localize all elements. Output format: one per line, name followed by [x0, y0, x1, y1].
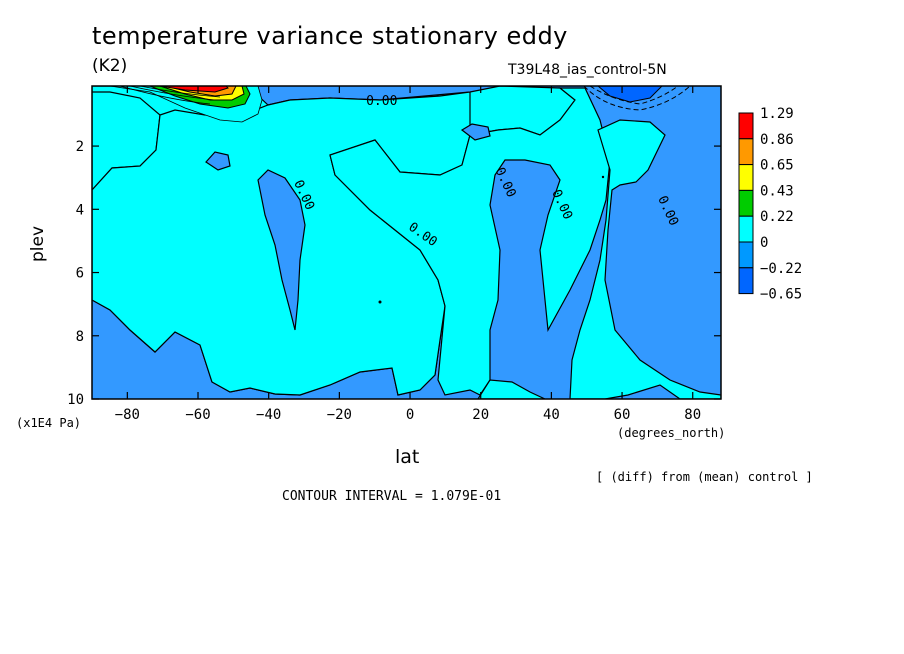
x-axis-label: lat — [395, 446, 420, 468]
x-tick-label: −20 — [327, 407, 352, 423]
y-axis-ticks: 2 4 6 8 10 — [67, 139, 721, 408]
legend-swatch — [738, 164, 754, 191]
y-tick-label: 4 — [76, 202, 84, 218]
x-tick-label: 40 — [543, 407, 560, 423]
diff-note: [ (diff) from (mean) control ] — [596, 470, 813, 484]
legend-label: 0.65 — [760, 158, 794, 174]
x-tick-label: −80 — [115, 407, 140, 423]
legend-swatch — [738, 267, 754, 295]
negative-anomaly-dashes — [583, 86, 691, 111]
y-tick-label: 10 — [67, 392, 84, 408]
y-axis-unit: (x1E4 Pa) — [16, 416, 82, 430]
contour-label: 0.00 — [366, 94, 397, 109]
contour-field — [92, 86, 721, 399]
plot-frame — [91, 85, 722, 400]
positive-region-right — [329, 87, 611, 396]
y-tick-label: 8 — [76, 329, 84, 345]
x-tick-label: 0 — [406, 407, 414, 423]
positive-blob-upper — [460, 123, 491, 141]
x-tick-label: 80 — [684, 407, 701, 423]
y-tick-label: 6 — [76, 266, 84, 282]
x-tick-label: 20 — [472, 407, 489, 423]
legend-swatch — [738, 241, 754, 269]
legend-label: 0.22 — [760, 209, 794, 225]
x-axis-unit: (degrees_north) — [617, 426, 726, 440]
legend-swatch — [738, 215, 754, 243]
legend-label: 1.29 — [760, 106, 794, 122]
y-tick-label: 2 — [76, 139, 84, 155]
legend-swatch — [738, 112, 754, 140]
positive-region-bottom-right — [477, 379, 546, 399]
contour-dot — [378, 300, 382, 304]
contour-dot — [601, 175, 605, 179]
legend-label: −0.65 — [760, 287, 802, 303]
negative-tongue-left — [257, 169, 306, 331]
negative-anomaly-strong — [597, 86, 663, 103]
legend-swatch — [738, 138, 754, 166]
legend-label: 0.86 — [760, 132, 794, 148]
x-axis-ticks: −80 −60 −40 −20 0 20 40 60 80 — [115, 86, 701, 423]
x-tick-label: −40 — [256, 407, 281, 423]
legend-label: −0.22 — [760, 261, 802, 277]
contour-interval: CONTOUR INTERVAL = 1.079E-01 — [282, 489, 502, 504]
run-label: T39L48_ias_control-5N — [508, 62, 667, 78]
x-tick-label: −60 — [185, 407, 210, 423]
positive-anomaly-contours — [119, 86, 221, 105]
x-tick-label: 60 — [614, 407, 631, 423]
legend-label: 0 — [760, 235, 768, 251]
chart-title: temperature variance stationary eddy — [92, 22, 568, 50]
positive-anomaly-red — [159, 86, 229, 93]
legend-label: 0.43 — [760, 183, 794, 199]
negative-blob-left — [205, 151, 231, 171]
legend-swatch — [738, 189, 754, 217]
positive-region-far-right — [569, 119, 721, 399]
color-legend: 1.29 0.86 0.65 0.43 0.22 0 −0.22 −0.65 — [738, 106, 802, 303]
chart-units: (K2) — [92, 56, 128, 76]
